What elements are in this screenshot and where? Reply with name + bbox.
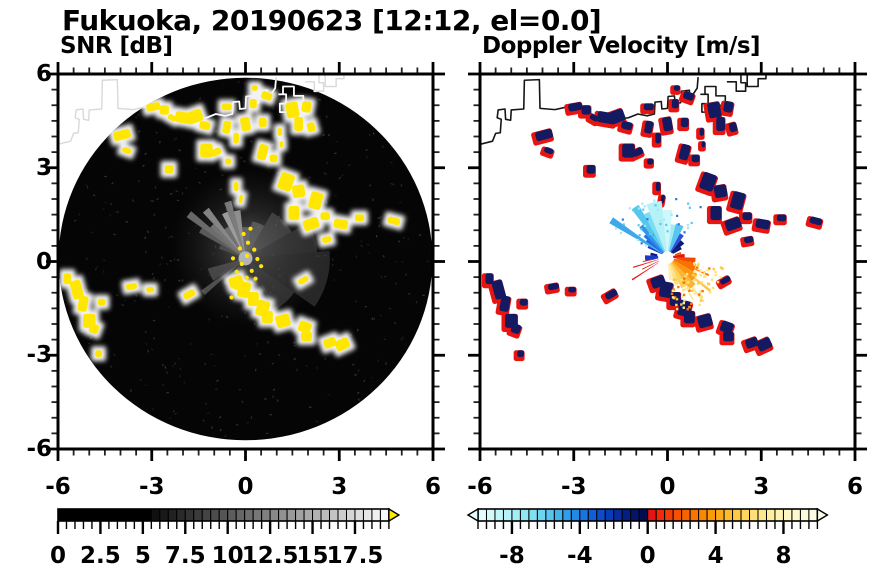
snr-x-tick-label: 0 bbox=[237, 474, 254, 500]
snr-colorbar bbox=[56, 507, 401, 534]
snr-colorbar-tick-label: 15 bbox=[296, 543, 329, 569]
snr-panel bbox=[58, 74, 433, 449]
doppler-x-tick-label: -6 bbox=[467, 474, 493, 500]
snr-x-tick-label: 3 bbox=[331, 474, 348, 500]
doppler-colorbar-tick-label: -4 bbox=[567, 543, 593, 569]
panel-title-snr: SNR [dB] bbox=[60, 33, 173, 59]
snr-colorbar-tick-label: 0 bbox=[49, 543, 67, 569]
snr-colorbar-tick-label: 5 bbox=[134, 543, 151, 569]
doppler-x-tick-label: 6 bbox=[846, 474, 864, 500]
panel-title-doppler: Doppler Velocity [m/s] bbox=[482, 33, 761, 59]
snr-colorbar-tick-label: 2.5 bbox=[80, 543, 121, 569]
snr-y-tick-label: -3 bbox=[26, 342, 52, 369]
doppler-colorbar-tick-label: 8 bbox=[775, 543, 792, 569]
doppler-x-tick-label: -3 bbox=[560, 474, 587, 500]
panel-frame-0 bbox=[46, 62, 445, 461]
doppler-colorbar bbox=[466, 507, 829, 534]
snr-x-tick-label: -6 bbox=[45, 474, 71, 500]
snr-colorbar-tick-label: 12.5 bbox=[241, 543, 299, 569]
snr-echo-cores bbox=[63, 85, 401, 358]
snr-colorbar-tick-label: 17.5 bbox=[326, 543, 384, 569]
doppler-colorbar-tick-label: 0 bbox=[639, 543, 656, 569]
doppler-x-tick-label: 3 bbox=[753, 474, 770, 500]
doppler-x-tick-label: 0 bbox=[659, 474, 676, 500]
doppler-colorbar-tick-label: 4 bbox=[707, 543, 724, 569]
snr-y-tick-label: 0 bbox=[35, 248, 52, 275]
doppler-panel bbox=[480, 74, 855, 449]
snr-colorbar-tick-label: 10 bbox=[211, 543, 244, 569]
figure-title: Fukuoka, 20190623 [12:12, el=0.0] bbox=[62, 4, 602, 37]
snr-y-tick-label: 6 bbox=[35, 61, 52, 87]
snr-y-tick-label: -6 bbox=[26, 436, 52, 462]
snr-x-tick-label: -3 bbox=[138, 474, 165, 500]
snr-y-tick-label: 3 bbox=[35, 154, 52, 181]
panel-frame-1 bbox=[468, 62, 867, 461]
snr-colorbar-tick-label: 7.5 bbox=[164, 543, 206, 569]
doppler-colorbar-tick-label: -8 bbox=[499, 543, 525, 569]
snr-x-tick-label: 6 bbox=[424, 474, 442, 500]
